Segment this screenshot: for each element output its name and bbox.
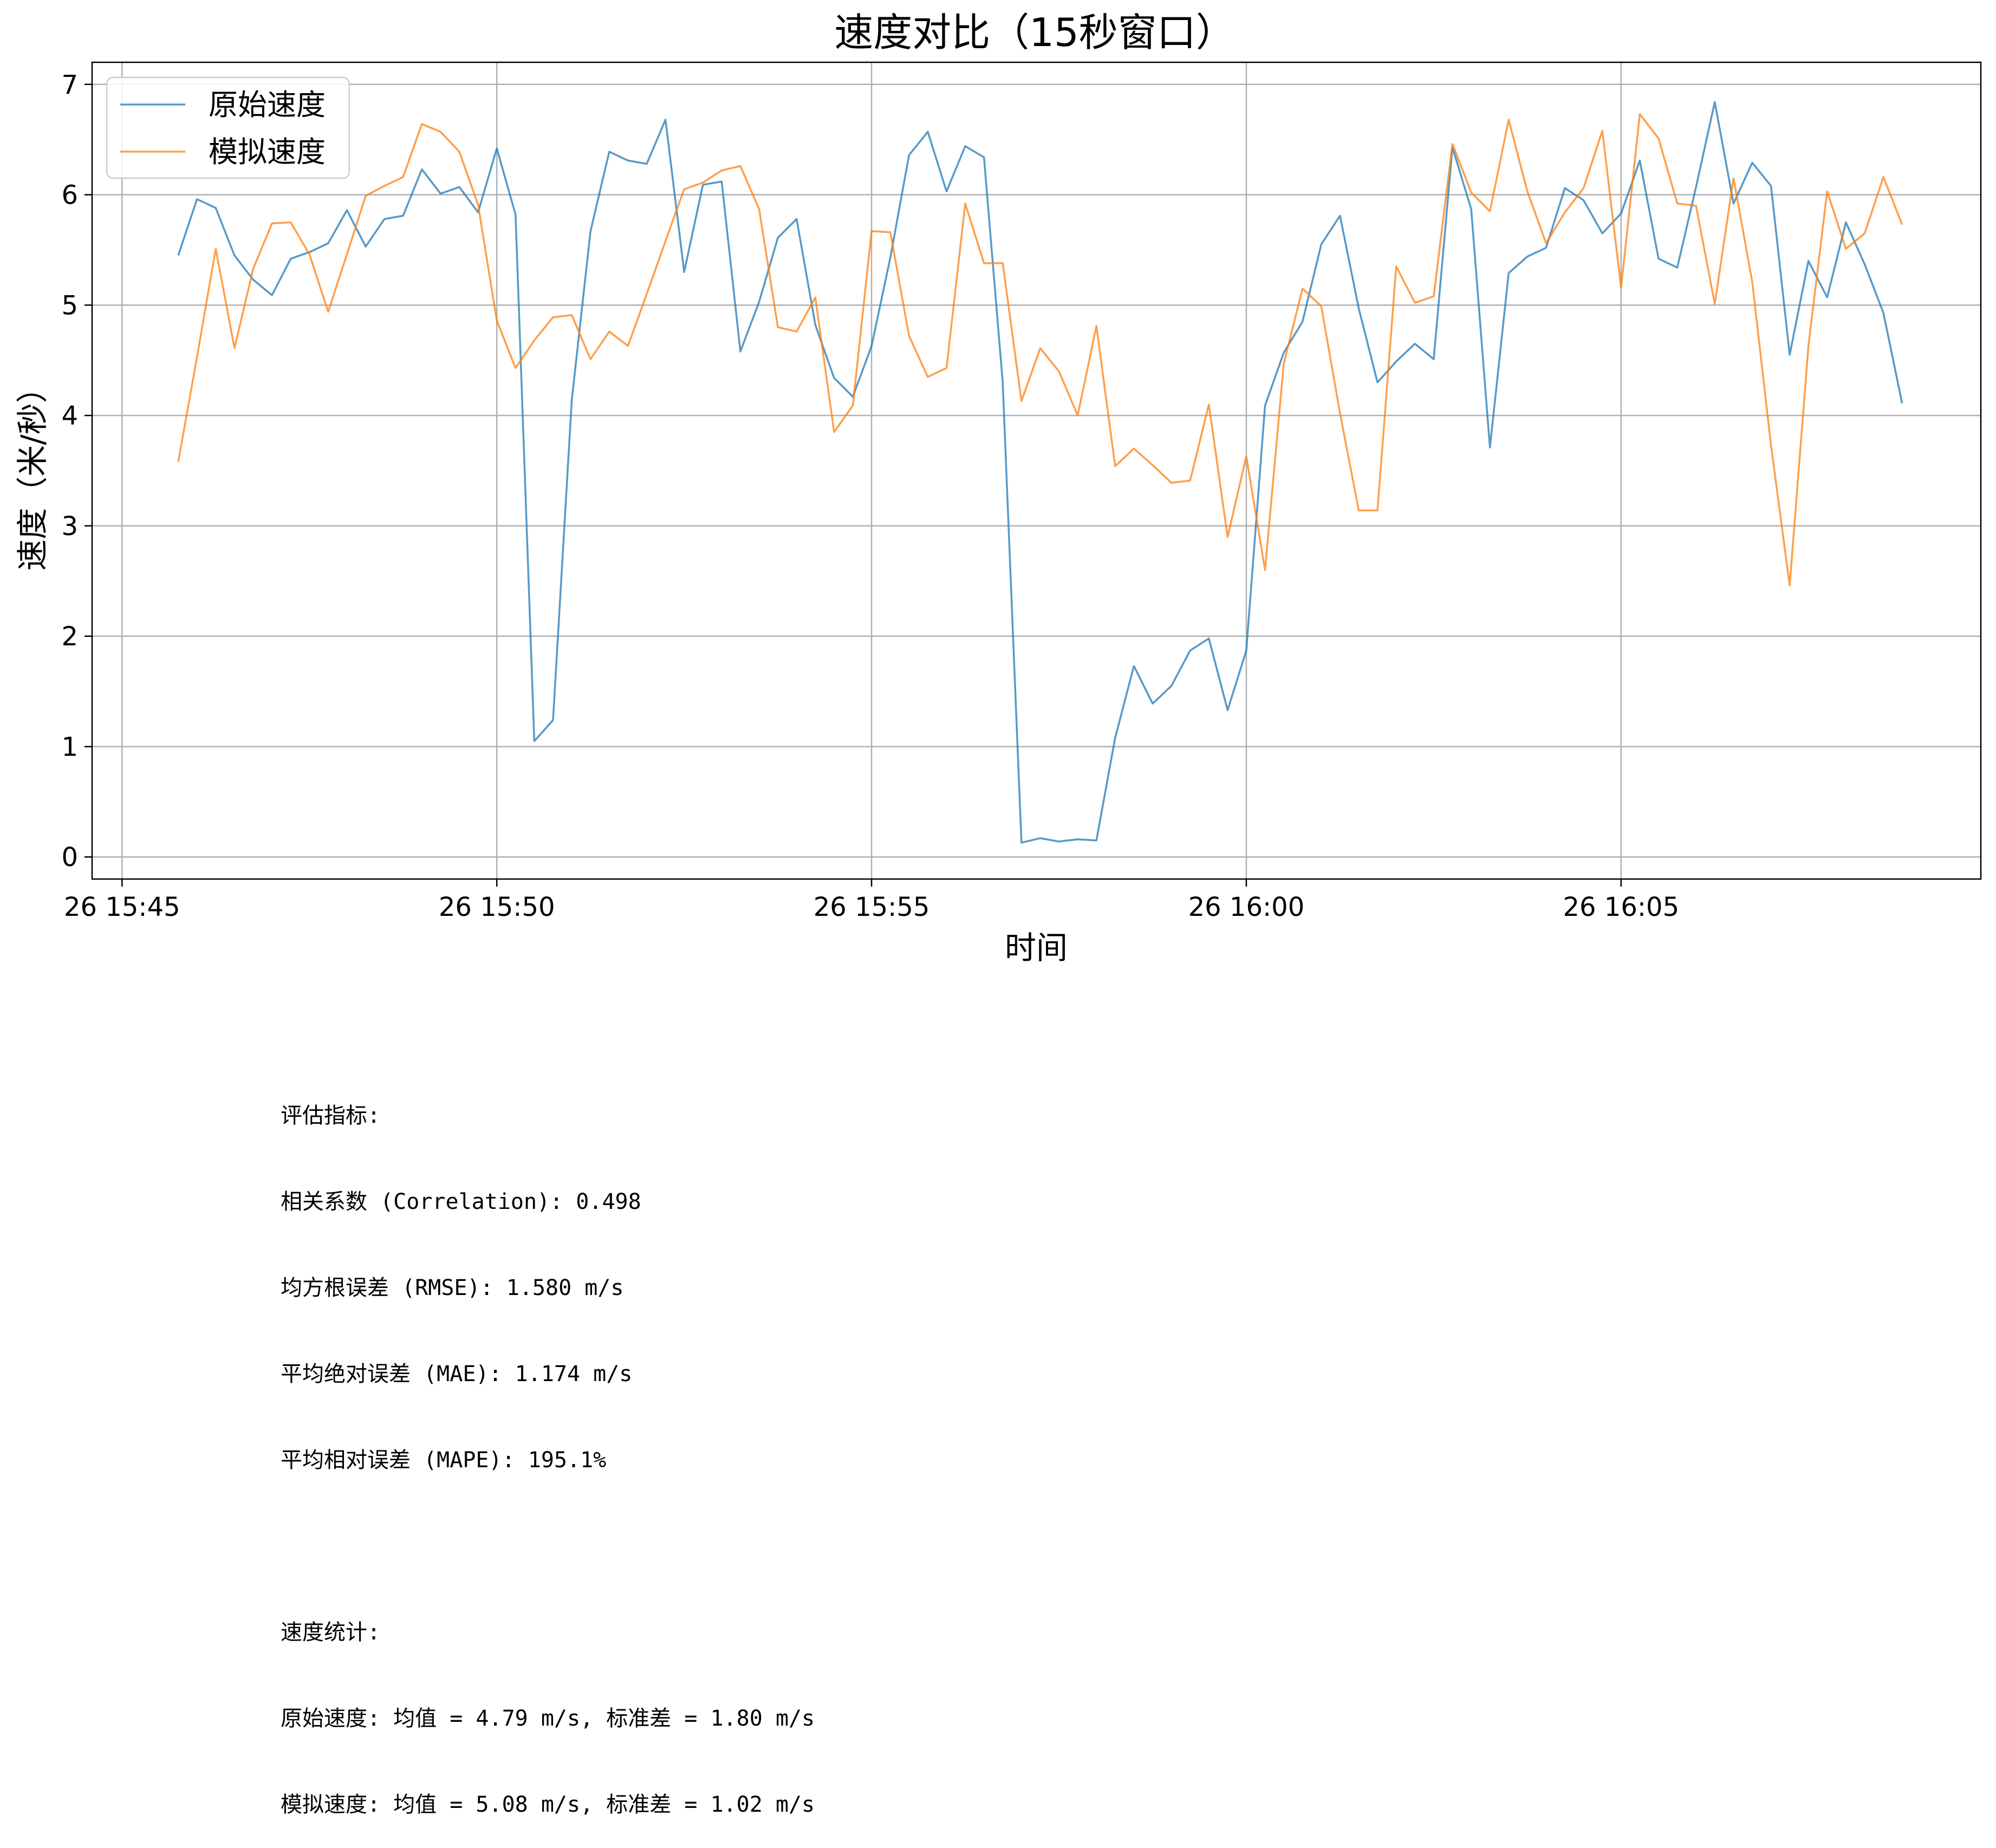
x-tick-label: 26 15:55 <box>814 892 930 922</box>
legend-label-original: 原始速度 <box>209 88 326 122</box>
legend-label-simulated: 模拟速度 <box>209 135 326 169</box>
y-tick-label: 3 <box>61 511 78 542</box>
legend: 原始速度 模拟速度 <box>106 76 350 179</box>
chart-title: 速度对比（15秒窗口） <box>834 10 1235 55</box>
metric-correlation: 相关系数 (Correlation): 0.498 <box>281 1189 641 1214</box>
plot-frame <box>91 61 1982 880</box>
metrics-panel: 评估指标: 相关系数 (Correlation): 0.498 均方根误差 (R… <box>281 1044 815 1848</box>
stats-original: 原始速度: 均值 = 4.79 m/s, 标准差 = 1.80 m/s <box>281 1706 815 1731</box>
speed-comparison-chart: 速度对比（15秒窗口） 26 15:45 26 15:50 26 15:55 26 1… <box>14 10 1982 966</box>
series-line-simulated <box>177 113 1903 587</box>
y-tick-label: 2 <box>61 622 78 652</box>
y-axis-ticks: 0 1 2 3 4 5 6 7 <box>61 70 92 873</box>
series-lines <box>177 101 1903 844</box>
y-tick-label: 5 <box>61 290 78 321</box>
metric-mape: 平均相对误差 (MAPE): 195.1% <box>281 1448 607 1473</box>
metrics-spacer <box>281 1532 815 1561</box>
x-tick-label: 26 15:50 <box>439 892 555 922</box>
metrics-heading: 评估指标: <box>281 1103 381 1128</box>
x-axis-ticks: 26 15:45 26 15:50 26 15:55 26 16:00 26 16:05 <box>64 879 1679 922</box>
x-axis-label: 时间 <box>1005 929 1068 966</box>
grid <box>92 62 1981 879</box>
y-tick-label: 0 <box>61 842 78 873</box>
x-tick-label: 26 16:05 <box>1563 892 1679 922</box>
metric-rmse: 均方根误差 (RMSE): 1.580 m/s <box>281 1276 624 1300</box>
stats-simulated: 模拟速度: 均值 = 5.08 m/s, 标准差 = 1.02 m/s <box>281 1792 815 1817</box>
y-tick-label: 4 <box>61 401 78 431</box>
legend-box <box>106 76 350 179</box>
x-tick-label: 26 15:45 <box>64 892 180 922</box>
y-axis-label: 速度（米/秒） <box>14 372 51 571</box>
stats-heading: 速度统计: <box>281 1620 381 1645</box>
metric-mae: 平均绝对误差 (MAE): 1.174 m/s <box>281 1362 633 1387</box>
y-tick-label: 7 <box>61 70 78 100</box>
y-tick-label: 1 <box>61 732 78 762</box>
y-tick-label: 6 <box>61 180 78 211</box>
series-line-original <box>177 101 1903 844</box>
x-tick-label: 26 16:00 <box>1188 892 1305 922</box>
